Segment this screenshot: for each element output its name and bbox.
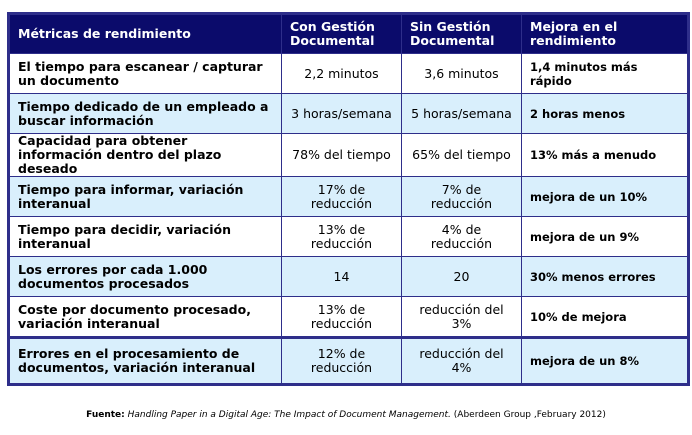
table-row: El tiempo para escanear / capturar un do… <box>8 53 689 94</box>
metric-cell: Tiempo para decidir, variación interanua… <box>8 216 282 257</box>
table-row: Tiempo para decidir, variación interanua… <box>8 216 689 257</box>
improvement-cell: mejora de un 9% <box>521 216 689 257</box>
table-row: Coste por documento procesado, variación… <box>8 296 689 338</box>
without-dm-cell: reducción del 3% <box>401 296 522 338</box>
metric-cell: Tiempo dedicado de un empleado a buscar … <box>8 93 282 134</box>
with-dm-cell: 12% de reducción <box>281 336 402 385</box>
with-dm-cell: 3 horas/semana <box>281 93 402 134</box>
table-row: Tiempo para informar, variación interanu… <box>8 176 689 217</box>
improvement-cell: mejora de un 8% <box>521 336 689 385</box>
with-dm-cell: 2,2 minutos <box>281 53 402 94</box>
improvement-cell: 2 horas menos <box>521 93 689 134</box>
table-row: Errores en el procesamiento de documento… <box>8 336 689 385</box>
header-without-dm: Sin Gestión Documental <box>401 13 522 54</box>
source-citation: Fuente: Handling Paper in a Digital Age:… <box>0 410 692 420</box>
with-dm-cell: 14 <box>281 256 402 297</box>
metric-cell: Errores en el procesamiento de documento… <box>8 336 282 385</box>
improvement-cell: 13% más a menudo <box>521 133 689 177</box>
without-dm-cell: 20 <box>401 256 522 297</box>
metric-cell: Los errores por cada 1.000 documentos pr… <box>8 256 282 297</box>
improvement-cell: mejora de un 10% <box>521 176 689 217</box>
without-dm-cell: 4% de reducción <box>401 216 522 257</box>
improvement-cell: 10% de mejora <box>521 296 689 338</box>
table-row: Los errores por cada 1.000 documentos pr… <box>8 256 689 297</box>
source-title: Handling Paper in a Digital Age: The Imp… <box>127 410 451 420</box>
improvement-cell: 30% menos errores <box>521 256 689 297</box>
with-dm-cell: 78% del tiempo <box>281 133 402 177</box>
metric-cell: Capacidad para obtener información dentr… <box>8 133 282 177</box>
metric-cell: Tiempo para informar, variación interanu… <box>8 176 282 217</box>
header-row: Métricas de rendimiento Con Gestión Docu… <box>8 13 689 54</box>
header-with-dm: Con Gestión Documental <box>281 13 402 54</box>
without-dm-cell: 3,6 minutos <box>401 53 522 94</box>
header-improvement: Mejora en el rendimiento <box>521 13 689 54</box>
header-metric: Métricas de rendimiento <box>8 13 282 54</box>
without-dm-cell: 65% del tiempo <box>401 133 522 177</box>
metric-cell: El tiempo para escanear / capturar un do… <box>8 53 282 94</box>
source-publisher: (Aberdeen Group ,February 2012) <box>453 410 606 420</box>
with-dm-cell: 13% de reducción <box>281 296 402 338</box>
metric-cell: Coste por documento procesado, variación… <box>8 296 282 338</box>
table-row: Capacidad para obtener información dentr… <box>8 133 689 177</box>
performance-metrics-table: Métricas de rendimiento Con Gestión Docu… <box>7 12 690 386</box>
without-dm-cell: 5 horas/semana <box>401 93 522 134</box>
improvement-cell: 1,4 minutos más rápido <box>521 53 689 94</box>
table-row: Tiempo dedicado de un empleado a buscar … <box>8 93 689 134</box>
with-dm-cell: 17% de reducción <box>281 176 402 217</box>
without-dm-cell: reducción del 4% <box>401 336 522 385</box>
without-dm-cell: 7% de reducción <box>401 176 522 217</box>
with-dm-cell: 13% de reducción <box>281 216 402 257</box>
source-label: Fuente: <box>86 410 125 420</box>
